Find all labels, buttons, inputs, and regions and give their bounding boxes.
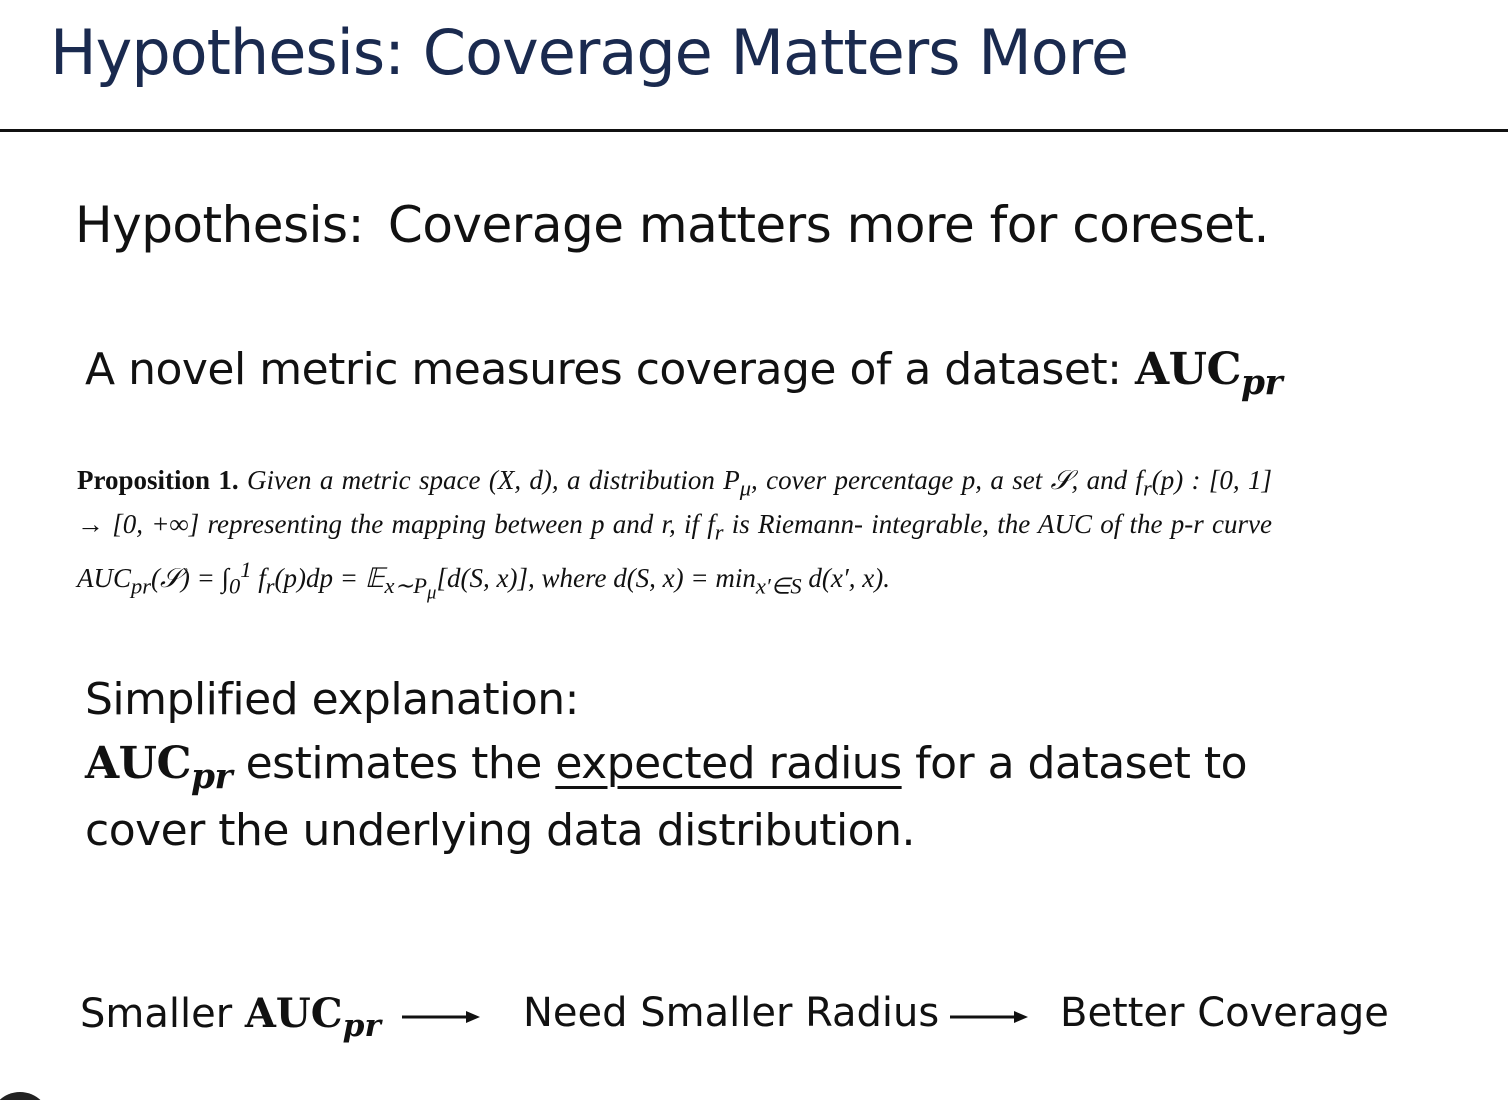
- proposition-block: Proposition 1. Given a metric space (X, …: [77, 462, 1272, 612]
- metric-text: A novel metric measures coverage of a da…: [85, 344, 1122, 395]
- prop-line3b: (𝒮) = ∫: [151, 562, 230, 593]
- proposition-label: Proposition 1.: [77, 465, 239, 495]
- auc-pr-symbol: AUCpr: [85, 738, 233, 797]
- prop-line4b: d(x′, x).: [801, 562, 890, 593]
- prop-line3c: f: [251, 562, 266, 593]
- prop-line3e: [d(S, x)], where: [436, 562, 607, 593]
- prop-line1-sub: μ: [739, 475, 752, 501]
- flow-step-better-coverage: Better Coverage: [1060, 990, 1389, 1036]
- prop-line2: and f: [1086, 465, 1143, 495]
- prop-line2c: is Riemann-: [723, 509, 864, 540]
- auc-main: AUC: [244, 990, 343, 1037]
- simplified-line3: cover the underlying data distribution.: [85, 805, 915, 856]
- auc-pr-symbol: AUCpr: [1134, 344, 1283, 403]
- prop-int-lo: 0: [229, 573, 241, 599]
- prop-int-hi: 1: [240, 556, 252, 582]
- flow-step-smaller-auc: Smaller AUCpr: [80, 990, 381, 1044]
- simplified-heading: Simplified explanation:: [85, 674, 580, 725]
- right-arrow-icon: [402, 1011, 480, 1023]
- prop-exp-sub: x∼P: [384, 573, 428, 599]
- prop-line4-sub: x′∈S: [755, 573, 802, 599]
- corner-overlay-shape: [0, 1092, 50, 1100]
- auc-sub: pr: [342, 1008, 381, 1045]
- auc-sub: pr: [1241, 363, 1283, 404]
- prop-line3d: (p)dp = 𝔼: [274, 562, 385, 593]
- simplified-line2: AUCpr estimates the expected radius for …: [85, 732, 1385, 799]
- flow-step-need-smaller-radius: Need Smaller Radius: [523, 990, 940, 1036]
- auc-sub: pr: [191, 757, 233, 798]
- simplified-explanation: Simplified explanation: AUCpr estimates …: [85, 668, 1385, 863]
- hypothesis-text: Coverage matters more for coreset.: [387, 196, 1269, 254]
- auc-pr-symbol: AUCpr: [244, 990, 381, 1044]
- auc-main: AUC: [1134, 344, 1242, 395]
- implication-flow: Smaller AUCpr Need Smaller Radius Better…: [80, 990, 1440, 1050]
- flow-step1-prefix: Smaller: [80, 991, 245, 1037]
- metric-intro: A novel metric measures coverage of a da…: [85, 344, 1283, 403]
- right-arrow-icon: [950, 1011, 1028, 1023]
- expected-radius-emphasis: expected radius: [555, 738, 902, 789]
- prop-line3-sub3: x∼Pμ: [384, 573, 436, 604]
- prop-line2-sub2: r: [714, 519, 724, 545]
- prop-line3-sub2: r: [265, 573, 275, 599]
- prop-line2b: (p) : [0, 1] → [0, +∞] representing the …: [77, 465, 1273, 540]
- slide-title: Hypothesis: Coverage Matters More: [50, 16, 1129, 89]
- prop-line2-sub: r: [1142, 475, 1152, 501]
- title-divider: [0, 129, 1508, 132]
- prop-line1b: , cover percentage p, a set 𝒮,: [751, 465, 1079, 495]
- prop-line4: d(S, x) = min: [613, 562, 756, 593]
- prop-line1: Given a metric space (X, d), a distribut…: [247, 465, 740, 495]
- auc-main: AUC: [85, 738, 192, 789]
- prop-line3: integrable, the AUC of the p-r curve AUC: [77, 509, 1273, 593]
- hypothesis-statement: Hypothesis: Coverage matters more for cor…: [75, 196, 1269, 254]
- simplified-text-before: estimates the: [232, 738, 556, 789]
- hypothesis-label: Hypothesis:: [75, 196, 364, 254]
- simplified-text-after: for a dataset to: [901, 738, 1248, 789]
- prop-line3-sub: pr: [131, 573, 152, 599]
- prop-exp-subsub: μ: [427, 582, 437, 604]
